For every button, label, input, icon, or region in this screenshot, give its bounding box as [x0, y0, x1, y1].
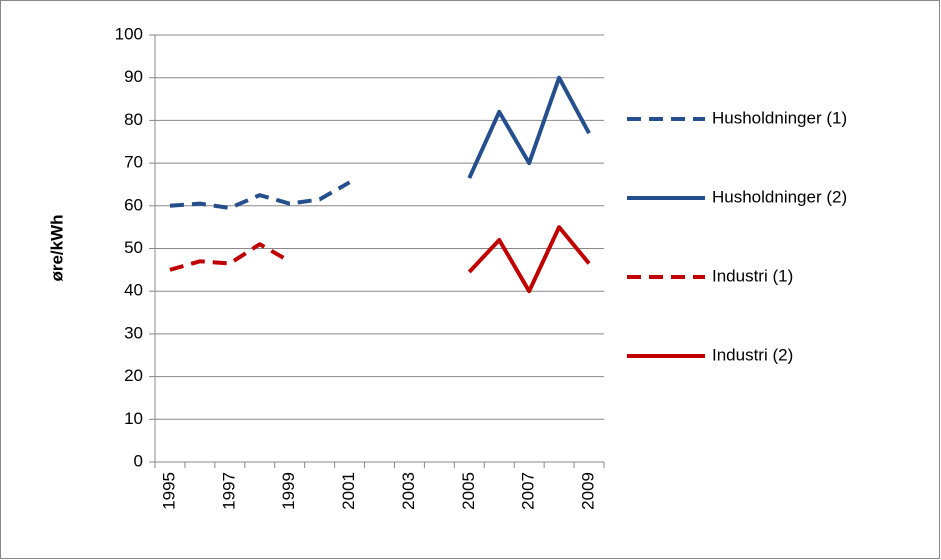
- y-tick-label: 80: [124, 110, 143, 129]
- legend-label: Husholdninger (1): [712, 108, 847, 127]
- x-tick-label: 2001: [339, 472, 358, 510]
- series-line: [467, 225, 591, 294]
- legend-label: Industri (2): [712, 345, 793, 364]
- series-line: [169, 180, 351, 210]
- y-tick-label: 20: [124, 366, 143, 385]
- legend-label: Industri (1): [712, 266, 793, 285]
- x-tick-label: 1995: [159, 472, 178, 510]
- x-tick-label: 1997: [219, 472, 238, 510]
- x-tick-label: 2009: [579, 472, 598, 510]
- y-tick-label: 100: [115, 24, 143, 43]
- y-tick-label: 40: [124, 281, 143, 300]
- y-tick-label: 70: [124, 153, 143, 172]
- y-tick-label: 90: [124, 67, 143, 86]
- y-tick-label: 60: [124, 195, 143, 214]
- x-tick-label: 1999: [279, 472, 298, 510]
- y-axis-label: øre/kWh: [47, 214, 66, 281]
- x-tick-label: 2003: [399, 472, 418, 510]
- y-tick-label: 10: [124, 409, 143, 428]
- y-tick-label: 30: [124, 323, 143, 342]
- x-tick-label: 2005: [459, 472, 478, 510]
- y-tick-label: 0: [134, 451, 143, 470]
- x-tick-label: 2007: [519, 472, 538, 510]
- legend-label: Husholdninger (2): [712, 187, 847, 206]
- series-line: [467, 75, 591, 179]
- y-tick-label: 50: [124, 238, 143, 257]
